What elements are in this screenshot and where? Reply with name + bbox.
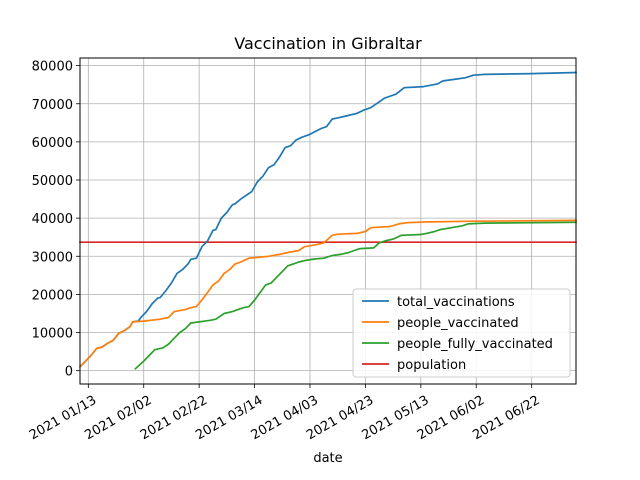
plot-frame	[79, 57, 577, 385]
legend-box	[352, 288, 571, 378]
legend-label-total-vaccinations: total_vaccinations	[397, 295, 515, 310]
y-tick-label: 40000	[32, 212, 73, 227]
y-tick-label: 70000	[32, 98, 73, 113]
legend-label-people-vaccinated: people_vaccinated	[397, 316, 519, 331]
series-line-people-fully-vaccinated	[134, 221, 577, 370]
series-line-total-vaccinations	[78, 71, 577, 369]
series-layer	[78, 71, 577, 370]
y-tick-label: 50000	[32, 174, 73, 189]
y-tick-label: 80000	[32, 60, 73, 75]
y-tick-label: 0	[65, 365, 73, 380]
chart-title: Vaccination in Gibraltar	[234, 34, 422, 53]
y-tick-label: 10000	[32, 327, 73, 342]
y-tick-label: 20000	[32, 288, 73, 303]
y-tick-label: 30000	[32, 250, 73, 265]
x-axis-label: date	[313, 451, 342, 466]
legend: total_vaccinations people_vaccinatedpeopl…	[352, 288, 571, 378]
legend-label-people-fully-vaccinated: people_fully_vaccinated	[397, 337, 553, 352]
y-tick-label: 60000	[32, 136, 73, 151]
legend-label-population: population	[397, 358, 466, 373]
series-line-people-vaccinated	[78, 219, 577, 369]
